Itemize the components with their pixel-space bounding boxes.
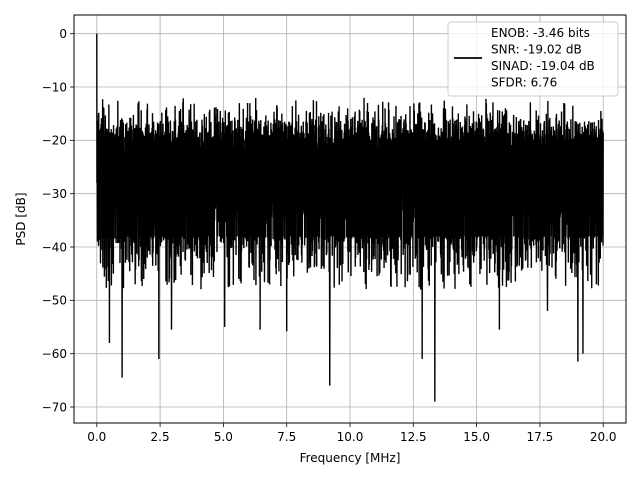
y-tick-label: −60 xyxy=(42,347,67,361)
legend-box xyxy=(447,21,619,97)
x-tick-label: 15.0 xyxy=(463,430,490,444)
x-axis-label: Frequency [MHz] xyxy=(300,451,401,465)
y-tick-label: −70 xyxy=(42,400,67,414)
x-tick-label: 7.5 xyxy=(277,430,296,444)
y-axis-label: PSD [dB] xyxy=(14,192,28,245)
legend-text-snr: SNR: -19.02 dB xyxy=(491,43,582,57)
legend-text-sinad: SINAD: -19.04 dB xyxy=(491,59,595,73)
y-tick-label: −40 xyxy=(42,240,67,254)
x-tick-label: 17.5 xyxy=(527,430,554,444)
legend: ENOB: -3.46 bits SNR: -19.02 dB SINAD: -… xyxy=(447,21,619,97)
x-tick-label: 20.0 xyxy=(590,430,617,444)
x-tick-label: 2.5 xyxy=(151,430,170,444)
y-tick-label: −50 xyxy=(42,294,67,308)
x-tick-label: 10.0 xyxy=(337,430,364,444)
x-tick-label: 12.5 xyxy=(400,430,427,444)
y-tick-label: −20 xyxy=(42,134,67,148)
axis-ticks: 0.0 2.5 5.0 7.5 10.0 12.5 15.0 17.5 20.0 0 −10 −20 −… xyxy=(42,27,617,444)
y-tick-label: 0 xyxy=(59,27,67,41)
y-tick-label: −10 xyxy=(42,80,67,94)
x-tick-label: 5.0 xyxy=(214,430,233,444)
psd-line xyxy=(96,33,604,402)
y-tick-label: −30 xyxy=(42,187,67,201)
legend-text-enob: ENOB: -3.46 bits xyxy=(491,26,590,40)
legend-text-sfdr: SFDR: 6.76 xyxy=(491,76,557,90)
x-tick-label: 0.0 xyxy=(87,430,106,444)
psd-series xyxy=(96,33,604,402)
